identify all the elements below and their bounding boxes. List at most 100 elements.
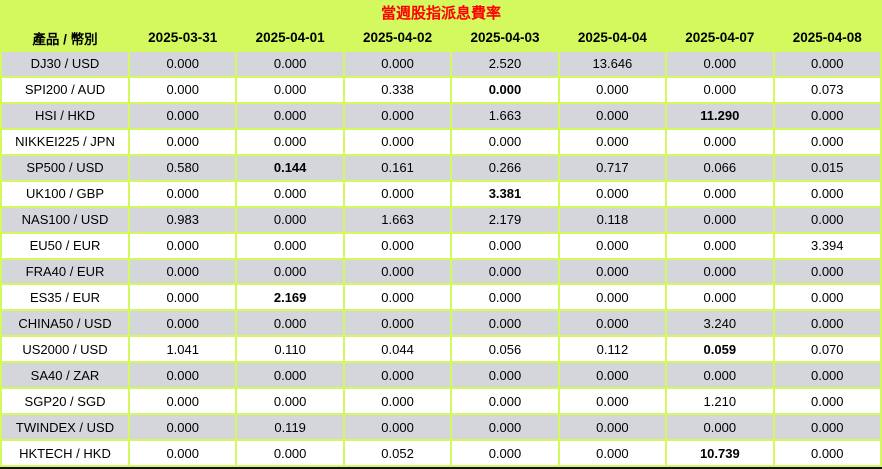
rate-value-cell: 0.000 (452, 363, 558, 388)
table-row: US2000 / USD 1.041 0.110 0.044 0.056 0.112 0.0… (2, 337, 880, 362)
rate-value-cell: 0.000 (667, 285, 773, 310)
product-currency-cell: SPI200 / AUD (2, 77, 128, 102)
rate-value-cell: 0.110 (237, 337, 343, 362)
rate-value-cell: 0.000 (774, 181, 880, 206)
title-row: 當週股指派息費率 (2, 2, 880, 23)
rate-value-cell: 0.000 (559, 259, 666, 284)
table-row: DJ30 / USD 0.000 0.000 0.000 2.520 13.646 0.00… (2, 52, 880, 76)
rate-value-cell: 0.000 (559, 415, 666, 440)
rate-value-cell: 0.000 (130, 181, 236, 206)
rate-value-cell: 0.000 (130, 103, 236, 128)
rate-value-cell: 1.041 (130, 337, 236, 362)
column-header-product-currency: 產品 / 幣別 (32, 31, 98, 47)
rate-value-cell: 0.000 (237, 103, 343, 128)
rate-value-cell: 0.000 (774, 207, 880, 232)
rate-value-cell: 3.240 (667, 311, 773, 336)
rate-value-cell: 0.000 (774, 103, 880, 128)
rate-value-cell: 0.338 (344, 77, 451, 102)
product-currency-cell: CHINA50 / USD (2, 311, 128, 336)
column-header-date: 2025-04-03 (470, 30, 540, 45)
rate-value-cell: 0.000 (667, 77, 773, 102)
rate-value-cell: 0.266 (452, 155, 558, 180)
rate-value-cell: 0.000 (344, 311, 451, 336)
rate-value-cell: 0.000 (344, 389, 451, 414)
rate-value-cell: 0.717 (559, 155, 666, 180)
rate-value-cell: 3.381 (452, 181, 558, 206)
rate-value-cell: 0.000 (130, 415, 236, 440)
column-header-date: 2025-04-02 (363, 30, 433, 45)
product-currency-cell: NIKKEI225 / JPN (2, 129, 128, 154)
rate-value-cell: 0.000 (344, 233, 451, 258)
product-currency-cell: EU50 / EUR (2, 233, 128, 258)
rate-value-cell: 0.000 (774, 285, 880, 310)
rate-value-cell: 0.000 (667, 233, 773, 258)
rate-value-cell: 0.000 (130, 52, 236, 76)
rate-value-cell: 0.000 (774, 129, 880, 154)
table-header-row: 產品 / 幣別 2025-03-31 2025-04-01 2025-04-02 202… (2, 25, 880, 50)
rate-value-cell: 0.000 (559, 389, 666, 414)
rate-value-cell: 0.000 (559, 311, 666, 336)
table-row: FRA40 / EUR 0.000 0.000 0.000 0.000 0.000 0.00… (2, 259, 880, 284)
table-row: TWINDEX / USD 0.000 0.119 0.000 0.000 0.000 0.… (2, 415, 880, 440)
rate-value-cell: 0.000 (559, 77, 666, 102)
product-currency-cell: ES35 / EUR (2, 285, 128, 310)
rate-value-cell: 0.052 (344, 441, 451, 465)
rate-value-cell: 0.000 (130, 129, 236, 154)
rate-value-cell: 0.000 (237, 259, 343, 284)
product-currency-cell: TWINDEX / USD (2, 415, 128, 440)
rate-value-cell: 0.000 (559, 441, 666, 465)
rate-value-cell: 0.000 (237, 77, 343, 102)
rate-value-cell: 0.000 (237, 233, 343, 258)
rate-value-cell: 0.000 (774, 389, 880, 414)
rate-value-cell: 0.000 (667, 181, 773, 206)
table-row: EU50 / EUR 0.000 0.000 0.000 0.000 0.000 0.000… (2, 233, 880, 258)
rate-value-cell: 0.044 (344, 337, 451, 362)
rate-value-cell: 0.000 (130, 389, 236, 414)
product-currency-cell: FRA40 / EUR (2, 259, 128, 284)
rate-value-cell: 0.119 (237, 415, 343, 440)
rate-value-cell: 0.000 (344, 415, 451, 440)
rate-value-cell: 0.000 (559, 285, 666, 310)
product-currency-cell: US2000 / USD (2, 337, 128, 362)
rate-value-cell: 0.000 (667, 363, 773, 388)
product-currency-cell: HSI / HKD (2, 103, 128, 128)
rate-value-cell: 0.580 (130, 155, 236, 180)
table-row: SPI200 / AUD 0.000 0.000 0.338 0.000 0.000 0.0… (2, 77, 880, 102)
rate-value-cell: 0.000 (452, 415, 558, 440)
rate-value-cell: 0.000 (237, 441, 343, 465)
rate-value-cell: 0.000 (344, 363, 451, 388)
column-header-date: 2025-04-01 (255, 30, 325, 45)
table-row: HSI / HKD 0.000 0.000 0.000 1.663 0.000 11.290… (2, 103, 880, 128)
rate-value-cell: 0.000 (667, 52, 773, 76)
rate-value-cell: 0.000 (344, 181, 451, 206)
rate-value-cell: 0.070 (774, 337, 880, 362)
rate-value-cell: 1.663 (452, 103, 558, 128)
rate-value-cell: 0.000 (559, 103, 666, 128)
rate-value-cell: 0.000 (774, 52, 880, 76)
rate-value-cell: 10.739 (667, 441, 773, 465)
rate-value-cell: 0.000 (344, 259, 451, 284)
rate-value-cell: 0.000 (130, 259, 236, 284)
rate-value-cell: 0.000 (344, 103, 451, 128)
table-row: UK100 / GBP 0.000 0.000 0.000 3.381 0.000 0.00… (2, 181, 880, 206)
table-row: SP500 / USD 0.580 0.144 0.161 0.266 0.717 0.06… (2, 155, 880, 180)
rate-value-cell: 0.000 (130, 77, 236, 102)
page-title: 當週股指派息費率 (380, 5, 501, 22)
rate-value-cell: 0.000 (452, 77, 558, 102)
rate-value-cell: 2.179 (452, 207, 558, 232)
product-currency-cell: NAS100 / USD (2, 207, 128, 232)
rate-value-cell: 0.000 (774, 441, 880, 465)
rate-value-cell: 0.000 (452, 285, 558, 310)
table-row: ES35 / EUR 0.000 2.169 0.000 0.000 0.000 0.000… (2, 285, 880, 310)
table-row: NIKKEI225 / JPN 0.000 0.000 0.000 0.000 0.000… (2, 129, 880, 154)
rate-value-cell: 0.000 (130, 233, 236, 258)
rate-value-cell: 0.144 (237, 155, 343, 180)
rate-value-cell: 0.000 (452, 233, 558, 258)
rate-value-cell: 0.000 (237, 207, 343, 232)
rate-value-cell: 0.161 (344, 155, 451, 180)
table-row: SGP20 / SGD 0.000 0.000 0.000 0.000 0.000 1.21… (2, 389, 880, 414)
rate-value-cell: 0.000 (130, 363, 236, 388)
rate-value-cell: 0.056 (452, 337, 558, 362)
rate-value-cell: 3.394 (774, 233, 880, 258)
